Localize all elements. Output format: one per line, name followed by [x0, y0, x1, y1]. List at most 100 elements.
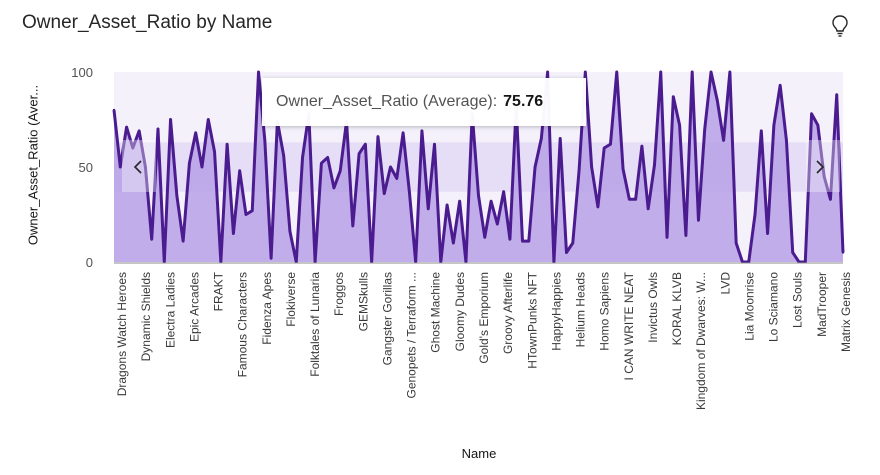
scroll-right-button[interactable] [806, 140, 840, 192]
data-point[interactable] [175, 194, 179, 197]
data-point[interactable] [590, 165, 593, 169]
data-point[interactable] [395, 177, 398, 180]
data-point[interactable] [716, 99, 719, 102]
data-point[interactable] [772, 124, 776, 127]
data-point[interactable] [527, 239, 530, 243]
data-point[interactable] [326, 156, 329, 159]
data-point[interactable] [684, 234, 688, 237]
data-point[interactable] [144, 165, 147, 169]
data-point[interactable] [200, 165, 204, 169]
data-point[interactable] [584, 70, 587, 74]
data-point[interactable] [156, 127, 160, 131]
data-point[interactable] [112, 108, 116, 112]
data-point[interactable] [288, 230, 292, 233]
data-point[interactable] [137, 129, 141, 133]
data-point[interactable] [791, 251, 794, 254]
data-point[interactable] [734, 241, 738, 245]
data-point[interactable] [690, 70, 694, 74]
data-point[interactable] [232, 232, 235, 235]
data-point[interactable] [609, 143, 612, 146]
data-point[interactable] [709, 70, 713, 74]
data-point[interactable] [653, 163, 656, 167]
lightbulb-icon[interactable] [830, 14, 850, 38]
data-point[interactable] [207, 118, 210, 121]
data-point[interactable] [785, 139, 788, 142]
data-point[interactable] [659, 70, 662, 74]
data-point[interactable] [697, 219, 700, 222]
data-point[interactable] [703, 127, 706, 131]
data-point[interactable] [131, 146, 135, 150]
data-point[interactable] [628, 198, 631, 201]
data-point[interactable] [816, 124, 820, 127]
data-point[interactable] [125, 125, 128, 129]
data-point[interactable] [420, 129, 424, 133]
data-point[interactable] [829, 198, 832, 201]
data-point[interactable] [722, 139, 725, 142]
data-point[interactable] [225, 143, 229, 146]
data-point[interactable] [728, 70, 732, 74]
data-point[interactable] [452, 241, 455, 245]
data-point[interactable] [339, 169, 342, 172]
data-point[interactable] [181, 239, 185, 243]
data-point[interactable] [251, 209, 254, 212]
data-point[interactable] [577, 169, 581, 172]
data-point[interactable] [665, 236, 669, 239]
data-point[interactable] [483, 236, 486, 239]
data-point[interactable] [282, 154, 285, 157]
data-point[interactable] [150, 238, 153, 241]
data-point[interactable] [533, 165, 537, 169]
data-point[interactable] [351, 224, 355, 228]
data-point[interactable] [408, 190, 411, 193]
data-point[interactable] [778, 84, 782, 87]
data-point[interactable] [508, 238, 512, 241]
data-point[interactable] [263, 139, 267, 142]
data-point[interactable] [841, 251, 845, 254]
data-point[interactable] [760, 129, 763, 133]
data-point[interactable] [383, 192, 386, 195]
data-point[interactable] [559, 137, 562, 140]
data-point[interactable] [119, 165, 122, 169]
data-point[interactable] [238, 169, 241, 172]
data-point[interactable] [596, 205, 600, 209]
data-point[interactable] [376, 135, 380, 138]
data-point[interactable] [169, 118, 172, 121]
data-point[interactable] [634, 198, 637, 201]
data-point[interactable] [445, 203, 449, 207]
data-point[interactable] [401, 131, 405, 134]
data-point[interactable] [753, 213, 757, 216]
data-point[interactable] [269, 257, 273, 260]
data-point[interactable] [433, 143, 436, 146]
data-point[interactable] [357, 152, 361, 155]
data-point[interactable] [389, 165, 392, 169]
data-point[interactable] [194, 131, 197, 134]
data-point[interactable] [477, 194, 480, 197]
data-point[interactable] [521, 239, 524, 243]
data-point[interactable] [364, 143, 367, 146]
data-point[interactable] [835, 93, 838, 97]
data-point[interactable] [621, 167, 625, 171]
data-point[interactable] [188, 162, 191, 165]
data-point[interactable] [427, 207, 430, 210]
data-point[interactable] [615, 70, 618, 74]
data-point[interactable] [496, 222, 499, 226]
data-point[interactable] [489, 200, 493, 203]
data-point[interactable] [766, 232, 769, 235]
data-point[interactable] [678, 124, 681, 127]
data-point[interactable] [672, 95, 675, 98]
data-point[interactable] [244, 213, 248, 216]
scroll-left-button[interactable] [122, 140, 156, 192]
data-point[interactable] [257, 70, 260, 74]
data-point[interactable] [332, 186, 336, 190]
data-point[interactable] [458, 200, 461, 203]
data-point[interactable] [540, 137, 543, 140]
data-point[interactable] [822, 175, 826, 178]
data-point[interactable] [602, 146, 606, 150]
data-point[interactable] [502, 190, 505, 193]
data-point[interactable] [565, 251, 568, 254]
data-point[interactable] [213, 150, 216, 153]
data-point[interactable] [810, 112, 813, 116]
data-point[interactable] [546, 70, 549, 74]
data-point[interactable] [640, 144, 644, 148]
data-point[interactable] [320, 162, 323, 165]
